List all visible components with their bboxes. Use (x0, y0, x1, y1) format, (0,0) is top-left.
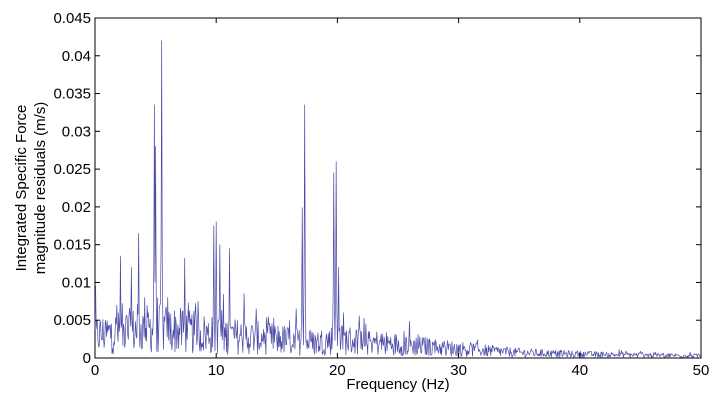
y-tick-label: 0.01 (62, 274, 91, 291)
x-axis-ticks: 0 10 20 30 40 50 (91, 18, 710, 379)
y-axis-ticks: 0 0.005 0.01 0.015 0.02 0.025 0.03 0.035 0.04 0.0… (53, 10, 701, 367)
y-tick-label: 0.04 (62, 48, 91, 65)
x-tick-label: 10 (208, 362, 225, 379)
y-tick-label: 0.02 (62, 199, 91, 216)
x-axis-label: Frequency (Hz) (346, 376, 449, 393)
y-tick-label: 0 (83, 350, 91, 367)
x-tick-label: 50 (693, 362, 710, 379)
y-tick-label: 0.035 (53, 86, 91, 103)
y-axis-label-line-2: magnitude residuals (m/s) (32, 102, 49, 275)
y-tick-label: 0.045 (53, 10, 91, 27)
y-axis-label-line-1: Integrated Specific Force (13, 105, 30, 272)
x-tick-label: 20 (329, 362, 346, 379)
x-tick-label: 40 (571, 362, 588, 379)
y-tick-label: 0.03 (62, 123, 91, 140)
plot-area (94, 17, 702, 359)
y-tick-label: 0.005 (53, 312, 91, 329)
y-tick-label: 0.025 (53, 161, 91, 178)
series-line (94, 40, 702, 358)
y-tick-label: 0.015 (53, 237, 91, 254)
x-tick-label: 30 (450, 362, 467, 379)
x-tick-label: 0 (91, 362, 99, 379)
